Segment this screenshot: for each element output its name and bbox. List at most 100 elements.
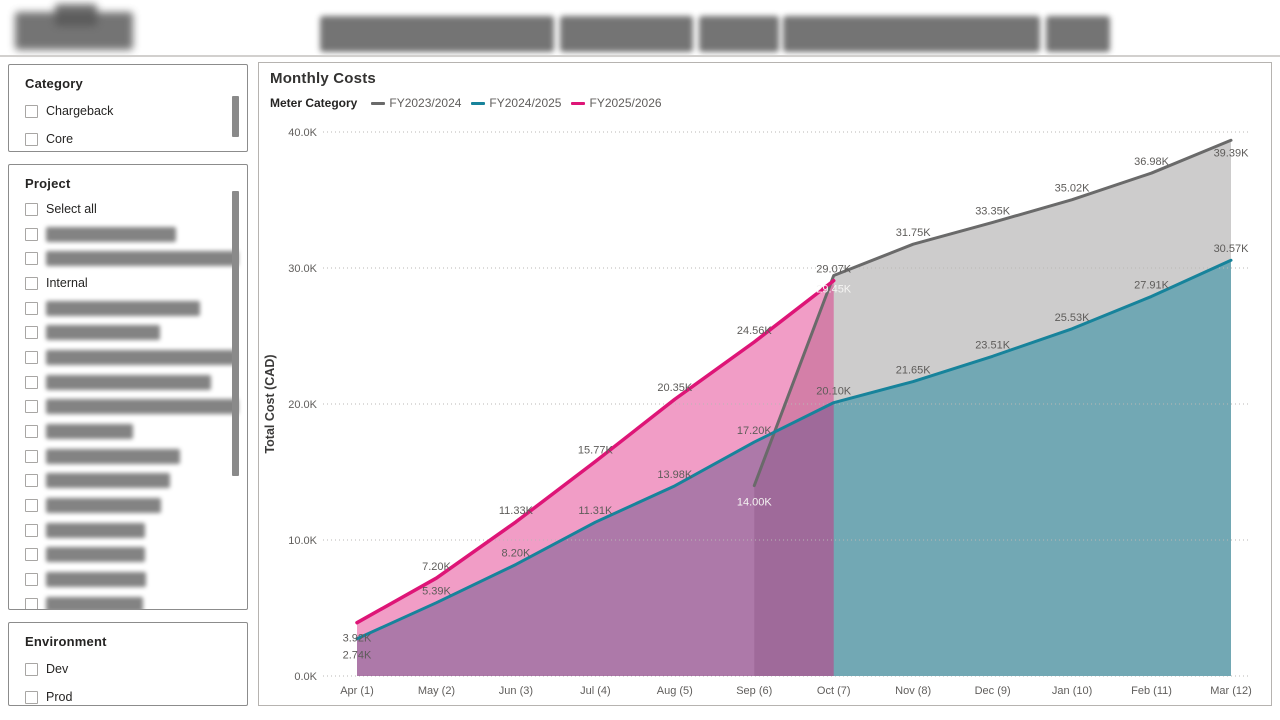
- redacted-text: [46, 399, 238, 415]
- filter-item[interactable]: [25, 543, 247, 568]
- checkbox-icon[interactable]: [25, 227, 38, 241]
- legend-item-label: FY2023/2024: [389, 96, 462, 110]
- redacted-text: [46, 572, 146, 588]
- x-axis-tick-label: May (2): [418, 685, 455, 697]
- filter-title-project: Project: [25, 176, 71, 191]
- scrollbar-thumb[interactable]: [232, 191, 239, 476]
- data-label: 29.07K: [816, 264, 852, 276]
- filter-item[interactable]: [25, 592, 247, 609]
- checkbox-icon[interactable]: [25, 597, 38, 609]
- line-FY2025/2026[interactable]: [355, 278, 836, 625]
- data-label: 24.56K: [737, 325, 773, 337]
- data-label: 29.45K: [816, 283, 852, 295]
- filter-item[interactable]: [25, 493, 247, 518]
- line-FY2024/2025[interactable]: [355, 258, 1233, 641]
- data-label: 3.92K: [343, 633, 372, 645]
- scrollbar-thumb[interactable]: [232, 96, 239, 137]
- filter-item[interactable]: [25, 444, 247, 469]
- filter-title-environment: Environment: [25, 634, 107, 649]
- filter-item[interactable]: [25, 395, 247, 420]
- legend-dash-icon: [571, 101, 586, 105]
- legend-item[interactable]: FY2025/2026: [571, 96, 662, 110]
- checkbox-icon[interactable]: [25, 662, 38, 676]
- x-axis-tick-label: Jul (4): [580, 685, 611, 697]
- filter-item[interactable]: [25, 246, 247, 271]
- filter-item-label: Dev: [46, 662, 69, 676]
- data-label: 15.77K: [578, 445, 614, 457]
- filter-panel-environment: Environment Dev Prod: [8, 622, 248, 706]
- filter-item[interactable]: [25, 370, 247, 395]
- checkbox-icon[interactable]: [25, 326, 38, 340]
- data-label: 35.02K: [1055, 183, 1091, 195]
- area-FY2025/2026[interactable]: [357, 280, 834, 676]
- filter-item-label: Chargeback: [46, 104, 114, 118]
- y-axis-tick-label: 30.0K: [288, 263, 317, 275]
- monthly-costs-chart[interactable]: 14.00K 29.45K 31.75K 33.35K 35.02K 36.98K 39.3…: [259, 63, 1271, 705]
- data-label: 8.20K: [502, 547, 531, 559]
- legend-item[interactable]: FY2024/2025: [471, 96, 561, 110]
- data-label: 13.98K: [657, 469, 693, 481]
- redacted-text: [46, 424, 133, 440]
- filter-item[interactable]: [25, 345, 247, 370]
- area-FY2024/2025[interactable]: [357, 260, 1231, 676]
- checkbox-icon[interactable]: [25, 425, 38, 439]
- redacted-title-text: [1046, 16, 1110, 52]
- redacted-text: [46, 448, 180, 464]
- y-axis-tick-label: 0.0K: [294, 671, 317, 683]
- redacted-text: [46, 374, 211, 390]
- checkbox-icon[interactable]: [25, 276, 38, 290]
- redacted-text: [46, 251, 238, 267]
- filter-item[interactable]: Chargeback: [25, 97, 247, 125]
- redacted-text: [46, 522, 145, 538]
- redacted-title-text: [560, 16, 693, 52]
- data-label: 11.33K: [499, 505, 534, 517]
- checkbox-icon[interactable]: [25, 474, 38, 488]
- checkbox-icon[interactable]: [25, 400, 38, 414]
- x-axis-tick-label: Nov (8): [895, 685, 931, 697]
- filter-item[interactable]: [25, 567, 247, 592]
- filter-item[interactable]: [25, 296, 247, 321]
- checkbox-icon[interactable]: [25, 132, 38, 146]
- filter-item[interactable]: Dev: [25, 655, 247, 683]
- y-axis-title: Total Cost (CAD): [263, 354, 277, 453]
- redacted-text: [46, 349, 236, 365]
- data-label: 5.39K: [422, 586, 451, 598]
- data-label: 33.35K: [975, 205, 1011, 217]
- data-label: 20.10K: [816, 386, 852, 398]
- checkbox-icon[interactable]: [25, 690, 38, 704]
- header-divider: [0, 55, 1280, 57]
- data-label: 31.75K: [896, 227, 932, 239]
- filter-item-label: Select all: [46, 202, 97, 217]
- filter-item[interactable]: Prod: [25, 683, 247, 705]
- filter-item[interactable]: Core: [25, 125, 247, 151]
- data-label: 27.91K: [1134, 279, 1170, 291]
- checkbox-icon[interactable]: [25, 449, 38, 463]
- filter-item[interactable]: [25, 222, 247, 247]
- checkbox-icon[interactable]: [25, 301, 38, 315]
- checkbox-icon[interactable]: [25, 499, 38, 513]
- legend-item-label: FY2024/2025: [489, 96, 562, 110]
- checkbox-icon[interactable]: [25, 548, 38, 562]
- redacted-text: [46, 300, 200, 316]
- data-label: 7.20K: [422, 561, 451, 573]
- legend-item[interactable]: FY2023/2024: [371, 96, 461, 110]
- line-FY2023/2024[interactable]: [752, 138, 1233, 488]
- filter-item[interactable]: [25, 419, 247, 444]
- filter-item[interactable]: Select all: [25, 197, 247, 222]
- checkbox-icon[interactable]: [25, 252, 38, 266]
- filter-item[interactable]: [25, 518, 247, 543]
- checkbox-icon[interactable]: [25, 375, 38, 389]
- checkbox-icon[interactable]: [25, 523, 38, 537]
- filter-item[interactable]: Internal: [25, 271, 247, 296]
- y-axis-tick-label: 20.0K: [288, 399, 317, 411]
- checkbox-icon[interactable]: [25, 350, 38, 364]
- checkbox-icon[interactable]: [25, 202, 38, 216]
- filter-item[interactable]: [25, 469, 247, 494]
- checkbox-icon[interactable]: [25, 104, 38, 118]
- data-label: 39.39K: [1214, 147, 1250, 159]
- redacted-text: [46, 547, 145, 563]
- legend-item-label: FY2025/2026: [589, 96, 662, 110]
- checkbox-icon[interactable]: [25, 573, 38, 587]
- data-label: 2.74K: [343, 650, 372, 662]
- filter-item[interactable]: [25, 320, 247, 345]
